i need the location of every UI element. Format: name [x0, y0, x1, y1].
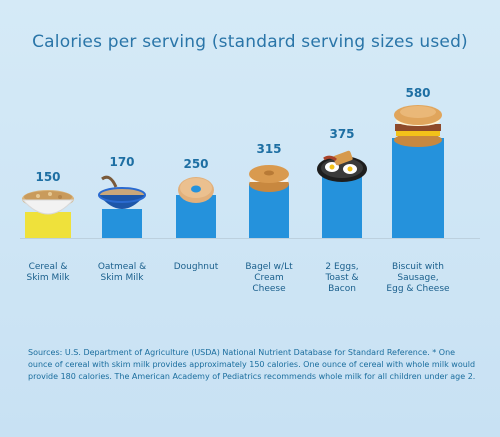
bagel-icon	[246, 160, 292, 198]
bar	[102, 209, 142, 238]
chart-baseline	[20, 238, 480, 239]
bar-value-label: 315	[256, 142, 282, 156]
biscuit-sandwich-icon	[390, 104, 446, 152]
bar	[392, 138, 444, 238]
bar-value-label: 580	[405, 86, 431, 100]
bar-value-label: 170	[109, 155, 135, 169]
source-note: Sources: U.S. Department of Agriculture …	[28, 348, 476, 381]
cereal-bowl-icon	[20, 188, 76, 226]
oatmeal-bowl-icon	[96, 173, 148, 223]
category-label: Cereal & Skim Milk	[26, 262, 70, 283]
category-label: Biscuit with Sausage, Egg & Cheese	[386, 262, 450, 294]
bar	[322, 173, 362, 238]
eggs-bacon-plate-icon	[316, 145, 368, 187]
category-label: 2 Eggs, Toast & Bacon	[325, 262, 359, 294]
bar-value-label: 150	[35, 170, 61, 184]
category-label: Doughnut	[173, 262, 219, 272]
bar	[249, 184, 289, 238]
bar	[25, 212, 71, 238]
bar-value-label: 375	[329, 127, 355, 141]
chart-title: Calories per serving (standard serving s…	[32, 32, 468, 52]
category-label: Oatmeal & Skim Milk	[97, 262, 147, 283]
doughnut-icon	[176, 175, 216, 209]
category-label: Bagel w/Lt Cream Cheese	[245, 262, 293, 294]
bar-value-label: 250	[183, 157, 209, 171]
